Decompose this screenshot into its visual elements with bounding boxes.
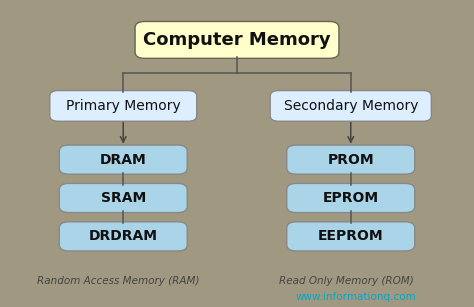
Text: EEPROM: EEPROM [318,229,383,243]
FancyBboxPatch shape [270,91,431,121]
Text: Computer Memory: Computer Memory [143,31,331,49]
Text: Primary Memory: Primary Memory [66,99,181,113]
FancyBboxPatch shape [287,183,415,212]
FancyBboxPatch shape [287,222,415,251]
FancyBboxPatch shape [59,222,187,251]
Text: SRAM: SRAM [100,191,146,205]
Text: www.informationq.com: www.informationq.com [295,292,416,302]
Text: Random Access Memory (RAM): Random Access Memory (RAM) [37,276,200,286]
FancyBboxPatch shape [50,91,197,121]
FancyBboxPatch shape [59,145,187,174]
FancyBboxPatch shape [59,183,187,212]
Text: Secondary Memory: Secondary Memory [283,99,418,113]
Text: Read Only Memory (ROM): Read Only Memory (ROM) [279,276,413,286]
Text: PROM: PROM [328,153,374,167]
FancyBboxPatch shape [287,145,415,174]
Text: EPROM: EPROM [323,191,379,205]
Text: DRAM: DRAM [100,153,146,167]
Text: DRDRAM: DRDRAM [89,229,158,243]
FancyBboxPatch shape [135,21,339,58]
